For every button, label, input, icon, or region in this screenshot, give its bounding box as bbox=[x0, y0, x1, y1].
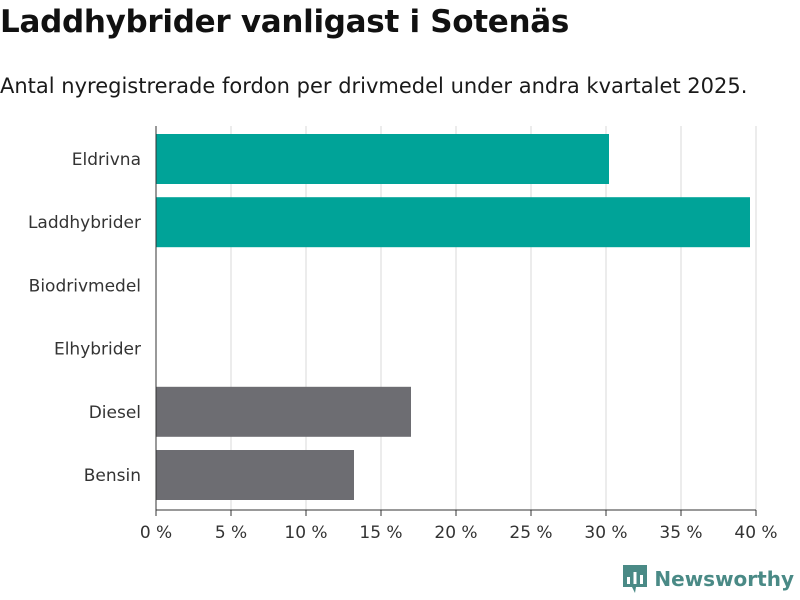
chart-subtitle: Antal nyregistrerade fordon per drivmede… bbox=[0, 74, 748, 98]
x-tick-label: 30 % bbox=[584, 523, 627, 543]
x-tick-label: 15 % bbox=[359, 523, 402, 543]
x-tick-label: 0 % bbox=[140, 523, 172, 543]
category-label: Laddhybrider bbox=[28, 213, 141, 233]
tick-labels: 0 % 5 % 10 % 15 % 20 % 25 % 30 % 35 % 40 % bbox=[140, 523, 778, 543]
category-label: Bensin bbox=[84, 466, 141, 486]
bar-diesel bbox=[156, 386, 411, 437]
x-tick-label: 20 % bbox=[434, 523, 477, 543]
x-tick-label: 40 % bbox=[734, 523, 777, 543]
chart-title: Laddhybrider vanligast i Sotenäs bbox=[0, 4, 570, 40]
category-labels: Eldrivna Laddhybrider Biodrivmedel Elhybrid… bbox=[28, 150, 141, 486]
x-tick-label: 25 % bbox=[509, 523, 552, 543]
gridlines bbox=[230, 126, 757, 510]
newsworthy-logo-icon bbox=[623, 565, 648, 593]
x-tick-label: 5 % bbox=[215, 523, 247, 543]
brand-name: Newsworthy bbox=[654, 567, 794, 591]
x-tick-label: 10 % bbox=[284, 523, 327, 543]
newsworthy-brand: Newsworthy bbox=[622, 564, 794, 594]
category-label: Biodrivmedel bbox=[29, 276, 141, 296]
bars bbox=[156, 134, 750, 500]
bar-eldrivna bbox=[156, 134, 609, 184]
category-label: Eldrivna bbox=[72, 150, 141, 170]
bar-bensin bbox=[156, 450, 354, 500]
axes bbox=[155, 126, 757, 516]
x-tick-label: 35 % bbox=[659, 523, 702, 543]
bar-laddhybrider bbox=[156, 197, 750, 248]
category-label: Diesel bbox=[89, 403, 141, 423]
category-label: Elhybrider bbox=[54, 340, 141, 360]
